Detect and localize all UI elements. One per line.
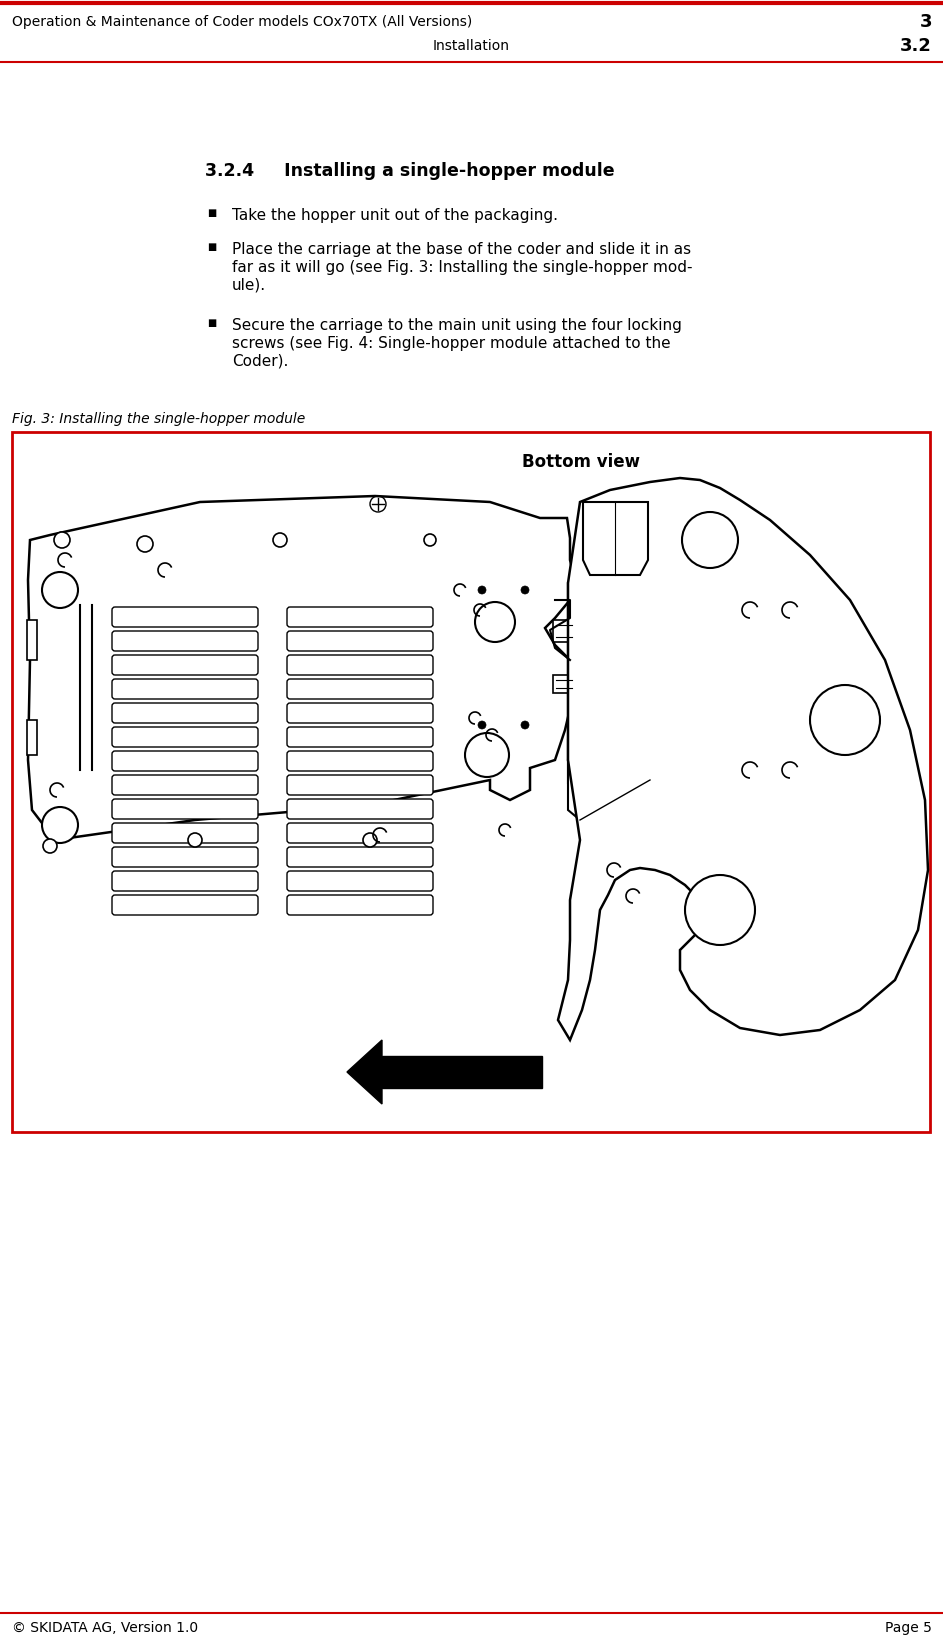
Bar xyxy=(568,582,683,784)
Text: far as it will go (see Fig. 3: Installing the single-hopper mod-: far as it will go (see Fig. 3: Installin… xyxy=(232,260,692,275)
Circle shape xyxy=(42,807,78,843)
Circle shape xyxy=(137,537,153,551)
Circle shape xyxy=(521,721,529,730)
FancyBboxPatch shape xyxy=(287,631,433,651)
FancyBboxPatch shape xyxy=(112,751,258,771)
FancyBboxPatch shape xyxy=(112,726,258,748)
FancyBboxPatch shape xyxy=(287,895,433,915)
FancyBboxPatch shape xyxy=(112,679,258,699)
Text: 3: 3 xyxy=(919,13,932,31)
FancyBboxPatch shape xyxy=(112,847,258,867)
Polygon shape xyxy=(558,478,928,1040)
Bar xyxy=(568,739,683,761)
Text: Page 5: Page 5 xyxy=(885,1621,932,1634)
Circle shape xyxy=(188,833,202,847)
Text: ■: ■ xyxy=(207,242,216,252)
FancyBboxPatch shape xyxy=(112,870,258,892)
FancyBboxPatch shape xyxy=(112,895,258,915)
Text: Installation: Installation xyxy=(433,39,509,52)
FancyBboxPatch shape xyxy=(287,847,433,867)
Text: screws (see Fig. 4: Single-hopper module attached to the: screws (see Fig. 4: Single-hopper module… xyxy=(232,335,670,352)
Circle shape xyxy=(363,833,377,847)
Circle shape xyxy=(577,744,587,754)
FancyBboxPatch shape xyxy=(112,631,258,651)
Circle shape xyxy=(660,587,670,597)
FancyBboxPatch shape xyxy=(287,703,433,723)
Bar xyxy=(590,728,650,739)
Circle shape xyxy=(682,512,738,568)
FancyBboxPatch shape xyxy=(112,607,258,627)
Bar xyxy=(553,676,575,694)
FancyBboxPatch shape xyxy=(287,751,433,771)
FancyBboxPatch shape xyxy=(287,679,433,699)
Bar xyxy=(568,582,680,600)
Circle shape xyxy=(273,533,287,546)
Text: 3.2: 3.2 xyxy=(901,38,932,56)
Bar xyxy=(553,620,575,641)
Circle shape xyxy=(42,573,78,609)
Polygon shape xyxy=(28,496,575,839)
FancyBboxPatch shape xyxy=(112,703,258,723)
Circle shape xyxy=(475,602,515,641)
FancyBboxPatch shape xyxy=(287,607,433,627)
Text: Place the carriage at the base of the coder and slide it in as: Place the carriage at the base of the co… xyxy=(232,242,691,257)
FancyBboxPatch shape xyxy=(287,823,433,843)
Bar xyxy=(27,720,37,754)
Text: Coder).: Coder). xyxy=(232,353,289,370)
Bar xyxy=(382,1055,542,1088)
FancyBboxPatch shape xyxy=(112,798,258,820)
FancyBboxPatch shape xyxy=(112,823,258,843)
Polygon shape xyxy=(583,502,648,574)
Circle shape xyxy=(478,721,486,730)
Text: Fig. 3: Installing the single-hopper module: Fig. 3: Installing the single-hopper mod… xyxy=(12,412,306,425)
Text: ■: ■ xyxy=(207,317,216,327)
Circle shape xyxy=(665,744,675,754)
FancyBboxPatch shape xyxy=(112,775,258,795)
Text: © SKIDATA AG, Version 1.0: © SKIDATA AG, Version 1.0 xyxy=(12,1621,198,1634)
FancyBboxPatch shape xyxy=(287,870,433,892)
Bar xyxy=(12,432,930,1132)
Circle shape xyxy=(54,532,70,548)
Circle shape xyxy=(575,587,585,597)
Text: Secure the carriage to the main unit using the four locking: Secure the carriage to the main unit usi… xyxy=(232,317,682,334)
FancyBboxPatch shape xyxy=(287,654,433,676)
Circle shape xyxy=(810,685,880,754)
Circle shape xyxy=(478,586,486,594)
FancyBboxPatch shape xyxy=(112,654,258,676)
FancyBboxPatch shape xyxy=(287,798,433,820)
Text: ule).: ule). xyxy=(232,278,266,293)
Text: ■: ■ xyxy=(207,208,216,218)
Text: Bottom view: Bottom view xyxy=(522,453,640,471)
Text: Take the hopper unit out of the packaging.: Take the hopper unit out of the packagin… xyxy=(232,208,558,222)
Bar xyxy=(27,620,37,659)
Circle shape xyxy=(465,733,509,777)
Polygon shape xyxy=(347,1040,382,1104)
Circle shape xyxy=(685,875,755,946)
Circle shape xyxy=(521,586,529,594)
FancyBboxPatch shape xyxy=(287,775,433,795)
Text: 3.2.4     Installing a single-hopper module: 3.2.4 Installing a single-hopper module xyxy=(205,162,615,180)
Circle shape xyxy=(43,839,57,852)
Circle shape xyxy=(424,533,436,546)
Polygon shape xyxy=(568,761,685,829)
FancyBboxPatch shape xyxy=(287,726,433,748)
Text: Operation & Maintenance of Coder models COx70TX (All Versions): Operation & Maintenance of Coder models … xyxy=(12,15,472,29)
